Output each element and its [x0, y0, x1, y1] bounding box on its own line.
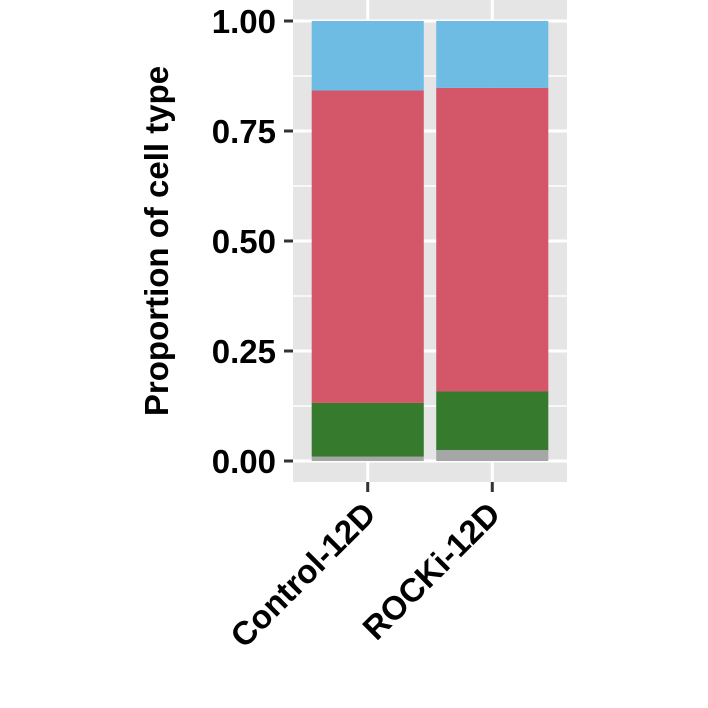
bars [311, 21, 549, 461]
bar-segment [436, 391, 549, 450]
bar-segment [436, 87, 549, 392]
y-tick-label: 0.50 [212, 223, 276, 260]
bar-segment [311, 456, 424, 461]
y-tick-label: 1.00 [212, 3, 276, 40]
y-tick-label: 0.00 [212, 443, 276, 480]
x-tick-label: Control-12D [223, 495, 383, 655]
bar-segment [436, 21, 549, 88]
bar-segment [436, 450, 549, 461]
bar-segment [311, 21, 424, 91]
bar-segment [311, 402, 424, 457]
y-tick-label: 0.75 [212, 113, 276, 150]
y-tick-label: 0.25 [212, 333, 276, 370]
y-axis: 0.00 0.25 0.50 0.75 1.00 [212, 3, 293, 480]
bar-segment [311, 90, 424, 403]
y-axis-title: Proportion of cell type [138, 66, 175, 416]
